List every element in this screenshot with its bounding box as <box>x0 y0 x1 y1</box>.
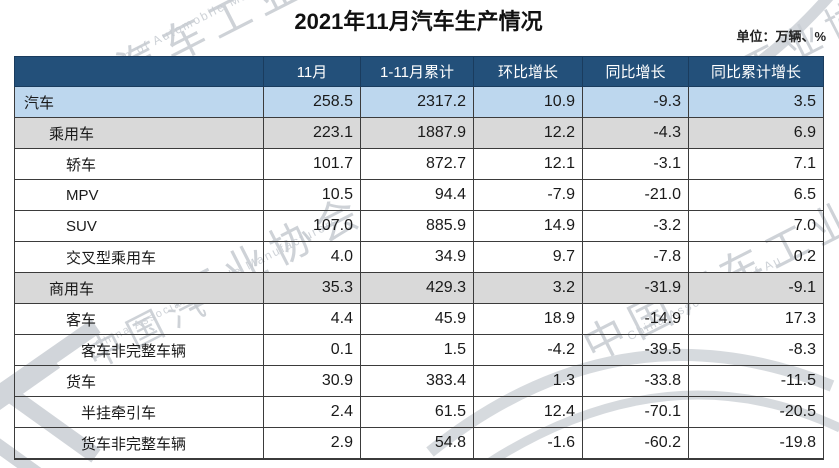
value-cell: 94.4 <box>360 179 474 211</box>
value-cell: -11.5 <box>688 365 824 397</box>
table-row: 半挂牵引车 2.4 61.5 12.4 -70.1 -20.5 <box>14 396 824 428</box>
value-cell: 107.0 <box>263 210 361 242</box>
table-row: 轿车 101.7 872.7 12.1 -3.1 7.1 <box>14 148 824 180</box>
value-cell: 223.1 <box>263 117 361 149</box>
value-cell: 872.7 <box>360 148 474 180</box>
value-cell: -33.8 <box>582 365 689 397</box>
value-cell: 383.4 <box>360 365 474 397</box>
row-label: 客车 <box>14 303 264 335</box>
value-cell: -20.5 <box>688 396 824 428</box>
value-cell: 61.5 <box>360 396 474 428</box>
row-label: 货车非完整车辆 <box>14 427 264 460</box>
header-mom-growth: 环比增长 <box>473 56 583 87</box>
row-label: MPV <box>14 179 264 211</box>
table-row: 交叉型乘用车 4.0 34.9 9.7 -7.8 0.2 <box>14 241 824 273</box>
value-cell: 4.4 <box>263 303 361 335</box>
value-cell: -70.1 <box>582 396 689 428</box>
row-label: 乘用车 <box>14 117 264 149</box>
value-cell: 6.5 <box>688 179 824 211</box>
value-cell: 18.9 <box>473 303 583 335</box>
value-cell: 7.1 <box>688 148 824 180</box>
value-cell: -9.1 <box>688 272 824 304</box>
value-cell: 14.9 <box>473 210 583 242</box>
value-cell: 3.2 <box>473 272 583 304</box>
row-label: 交叉型乘用车 <box>14 241 264 273</box>
header-category <box>14 56 264 87</box>
value-cell: -19.8 <box>688 427 824 460</box>
value-cell: 12.2 <box>473 117 583 149</box>
value-cell: 10.9 <box>473 86 583 118</box>
table-row: 货车非完整车辆 2.9 54.8 -1.6 -60.2 -19.8 <box>14 427 824 460</box>
value-cell: -3.1 <box>582 148 689 180</box>
value-cell: -39.5 <box>582 334 689 366</box>
value-cell: 7.0 <box>688 210 824 242</box>
table-row: 汽车 258.5 2317.2 10.9 -9.3 3.5 <box>14 86 824 118</box>
table-row: 乘用车 223.1 1887.9 12.2 -4.3 6.9 <box>14 117 824 149</box>
value-cell: 30.9 <box>263 365 361 397</box>
value-cell: 429.3 <box>360 272 474 304</box>
production-table: 11月 1-11月累计 环比增长 同比增长 同比累计增长 汽车 258.5 2317… <box>14 56 824 460</box>
value-cell: 1.3 <box>473 365 583 397</box>
value-cell: 10.5 <box>263 179 361 211</box>
value-cell: 35.3 <box>263 272 361 304</box>
value-cell: 3.5 <box>688 86 824 118</box>
value-cell: -4.2 <box>473 334 583 366</box>
value-cell: 34.9 <box>360 241 474 273</box>
value-cell: 258.5 <box>263 86 361 118</box>
value-cell: -7.9 <box>473 179 583 211</box>
value-cell: -9.3 <box>582 86 689 118</box>
value-cell: 0.1 <box>263 334 361 366</box>
table-row: MPV 10.5 94.4 -7.9 -21.0 6.5 <box>14 179 824 211</box>
row-label: 汽车 <box>14 86 264 118</box>
value-cell: -60.2 <box>582 427 689 460</box>
table-row: SUV 107.0 885.9 14.9 -3.2 7.0 <box>14 210 824 242</box>
value-cell: -3.2 <box>582 210 689 242</box>
page-title: 2021年11月汽车生产情况 <box>294 9 543 34</box>
value-cell: 12.1 <box>473 148 583 180</box>
value-cell: 0.2 <box>688 241 824 273</box>
value-cell: 45.9 <box>360 303 474 335</box>
value-cell: 12.4 <box>473 396 583 428</box>
value-cell: -1.6 <box>473 427 583 460</box>
row-label: 客车非完整车辆 <box>14 334 264 366</box>
header-cumulative: 1-11月累计 <box>360 56 474 87</box>
unit-note: 单位：万辆、% <box>736 29 826 44</box>
header-november: 11月 <box>263 56 361 87</box>
row-label: 货车 <box>14 365 264 397</box>
table-row: 客车 4.4 45.9 18.9 -14.9 17.3 <box>14 303 824 335</box>
value-cell: 2.4 <box>263 396 361 428</box>
table-row: 货车 30.9 383.4 1.3 -33.8 -11.5 <box>14 365 824 397</box>
table-body: 汽车 258.5 2317.2 10.9 -9.3 3.5 乘用车 223.1 1887.9 12… <box>14 86 824 460</box>
value-cell: 101.7 <box>263 148 361 180</box>
header-yoy-cum-growth: 同比累计增长 <box>688 56 824 87</box>
value-cell: -14.9 <box>582 303 689 335</box>
row-label: SUV <box>14 210 264 242</box>
value-cell: 2317.2 <box>360 86 474 118</box>
table-header-row: 11月 1-11月累计 环比增长 同比增长 同比累计增长 <box>14 56 824 87</box>
value-cell: 6.9 <box>688 117 824 149</box>
row-label: 半挂牵引车 <box>14 396 264 428</box>
value-cell: 4.0 <box>263 241 361 273</box>
value-cell: 1.5 <box>360 334 474 366</box>
value-cell: -21.0 <box>582 179 689 211</box>
value-cell: -8.3 <box>688 334 824 366</box>
table-row: 商用车 35.3 429.3 3.2 -31.9 -9.1 <box>14 272 824 304</box>
value-cell: -31.9 <box>582 272 689 304</box>
value-cell: 9.7 <box>473 241 583 273</box>
value-cell: -7.8 <box>582 241 689 273</box>
row-label: 商用车 <box>14 272 264 304</box>
value-cell: 885.9 <box>360 210 474 242</box>
value-cell: 54.8 <box>360 427 474 460</box>
value-cell: -4.3 <box>582 117 689 149</box>
value-cell: 2.9 <box>263 427 361 460</box>
table-row: 客车非完整车辆 0.1 1.5 -4.2 -39.5 -8.3 <box>14 334 824 366</box>
value-cell: 1887.9 <box>360 117 474 149</box>
header-yoy-growth: 同比增长 <box>582 56 689 87</box>
row-label: 轿车 <box>14 148 264 180</box>
value-cell: 17.3 <box>688 303 824 335</box>
